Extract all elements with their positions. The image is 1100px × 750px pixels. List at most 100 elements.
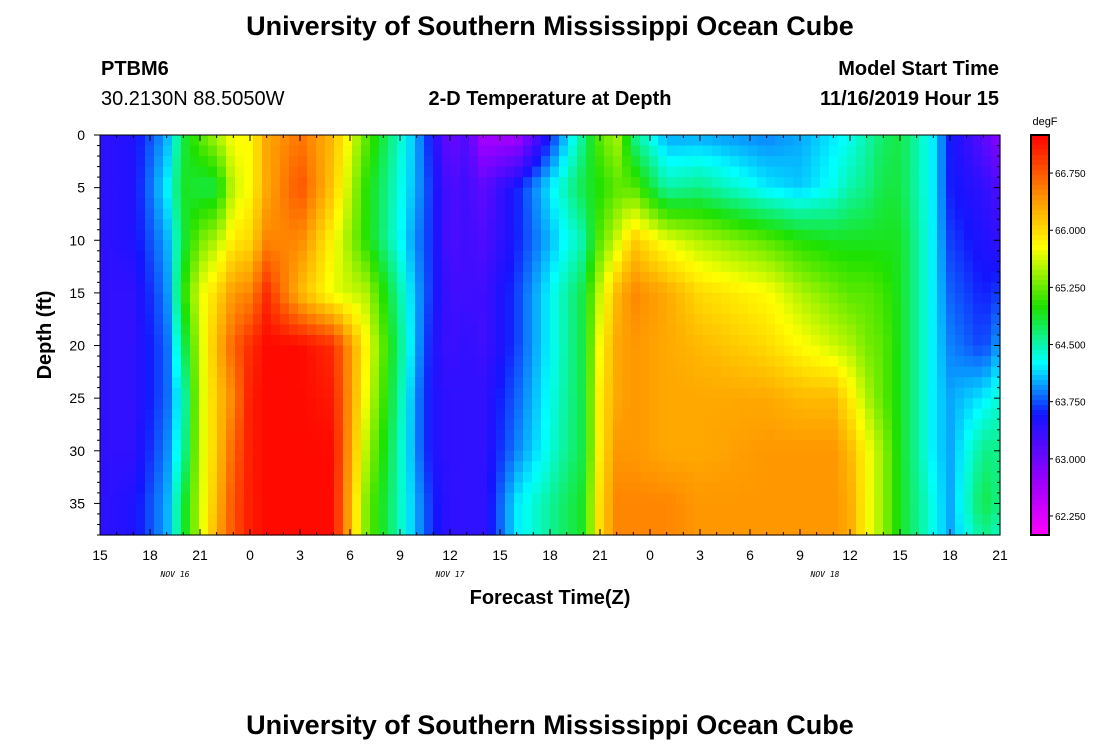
heatmap-cell (154, 208, 164, 220)
heatmap-cell (856, 524, 866, 536)
heatmap-cell (442, 335, 452, 347)
heatmap-cell (676, 398, 686, 410)
heatmap-cell (235, 240, 245, 252)
heatmap-cell (577, 461, 587, 473)
heatmap-cell (604, 524, 614, 536)
heatmap-cell (712, 419, 722, 431)
heatmap-cell (487, 419, 497, 431)
heatmap-cell (964, 366, 974, 378)
heatmap-cell (739, 482, 749, 494)
heatmap-cell (235, 135, 245, 147)
heatmap-cell (514, 156, 524, 168)
heatmap-cell (109, 482, 119, 494)
heatmap-cell (874, 345, 884, 357)
heatmap-cell (703, 345, 713, 357)
heatmap-cell (190, 219, 200, 231)
heatmap-cell (820, 313, 830, 326)
heatmap-cell (892, 387, 902, 399)
heatmap-cell (892, 219, 902, 231)
heatmap-cell (433, 471, 443, 483)
heatmap-cell (622, 471, 632, 483)
heatmap-cell (469, 356, 479, 368)
heatmap-cell (874, 482, 884, 494)
heatmap-cell (181, 219, 191, 231)
heatmap-cell (289, 356, 299, 368)
heatmap-cell (622, 513, 632, 526)
heatmap-cell (127, 292, 137, 305)
heatmap-cell (955, 429, 965, 441)
heatmap-cell (910, 345, 920, 357)
heatmap-cell (226, 366, 236, 378)
heatmap-cell (991, 503, 1001, 515)
heatmap-cell (262, 503, 272, 515)
colorbar-segment (1031, 505, 1049, 511)
heatmap-cell (433, 513, 443, 526)
heatmap-cell (406, 419, 416, 431)
heatmap-cell (145, 271, 155, 283)
heatmap-cell (505, 177, 515, 189)
heatmap-cell (910, 398, 920, 410)
heatmap-cell (568, 419, 578, 431)
colorbar-segment (1031, 430, 1049, 436)
heatmap-cell (514, 261, 524, 273)
heatmap-cell (991, 429, 1001, 441)
heatmap-cell (235, 503, 245, 515)
heatmap-cell (658, 503, 668, 515)
heatmap-cell (154, 429, 164, 441)
heatmap-cell (217, 282, 227, 294)
heatmap-cell (442, 482, 452, 494)
heatmap-cell (613, 261, 623, 273)
heatmap-cell (901, 387, 911, 399)
heatmap-cell (460, 366, 470, 378)
heatmap-cell (514, 282, 524, 294)
heatmap-cell (793, 229, 803, 241)
heatmap-cell (271, 271, 281, 283)
heatmap-cell (442, 198, 452, 210)
heatmap-cell (289, 240, 299, 252)
heatmap-cell (100, 482, 110, 494)
heatmap-cell (352, 429, 362, 441)
heatmap-cell (172, 208, 182, 220)
heatmap-cell (874, 366, 884, 378)
heatmap-cell (307, 240, 317, 252)
heatmap-cell (217, 250, 227, 262)
heatmap-cell (136, 482, 146, 494)
heatmap-cell (622, 366, 632, 378)
heatmap-cell (964, 135, 974, 147)
heatmap-cell (433, 461, 443, 473)
heatmap-cell (919, 292, 929, 305)
heatmap-cell (136, 145, 146, 157)
heatmap-cell (208, 135, 218, 147)
heatmap-cell (856, 219, 866, 231)
heatmap-cell (505, 292, 515, 305)
heatmap-cell (685, 303, 695, 315)
heatmap-cell (892, 503, 902, 515)
heatmap-cell (883, 482, 893, 494)
heatmap-cell (802, 187, 812, 199)
heatmap-cell (703, 524, 713, 536)
y-tick-label: 25 (69, 390, 85, 406)
heatmap-cell (631, 240, 641, 252)
heatmap-cell (685, 250, 695, 262)
heatmap-cell (640, 335, 650, 347)
heatmap-cell (253, 313, 263, 326)
heatmap-cell (307, 450, 317, 462)
heatmap-cell (190, 335, 200, 347)
heatmap-cell (190, 482, 200, 494)
heatmap-cell (847, 513, 857, 526)
heatmap-cell (118, 240, 128, 252)
heatmap-cell (856, 166, 866, 178)
heatmap-cell (145, 398, 155, 410)
heatmap-cell (352, 187, 362, 199)
heatmap-cell (757, 461, 767, 473)
heatmap-cell (532, 145, 542, 157)
heatmap-cell (451, 187, 461, 199)
heatmap-cell (838, 229, 848, 241)
heatmap-cell (613, 345, 623, 357)
heatmap-cell (181, 503, 191, 515)
heatmap-cell (415, 145, 425, 157)
heatmap-cell (208, 398, 218, 410)
heatmap-cell (883, 303, 893, 315)
heatmap-cell (379, 208, 389, 220)
